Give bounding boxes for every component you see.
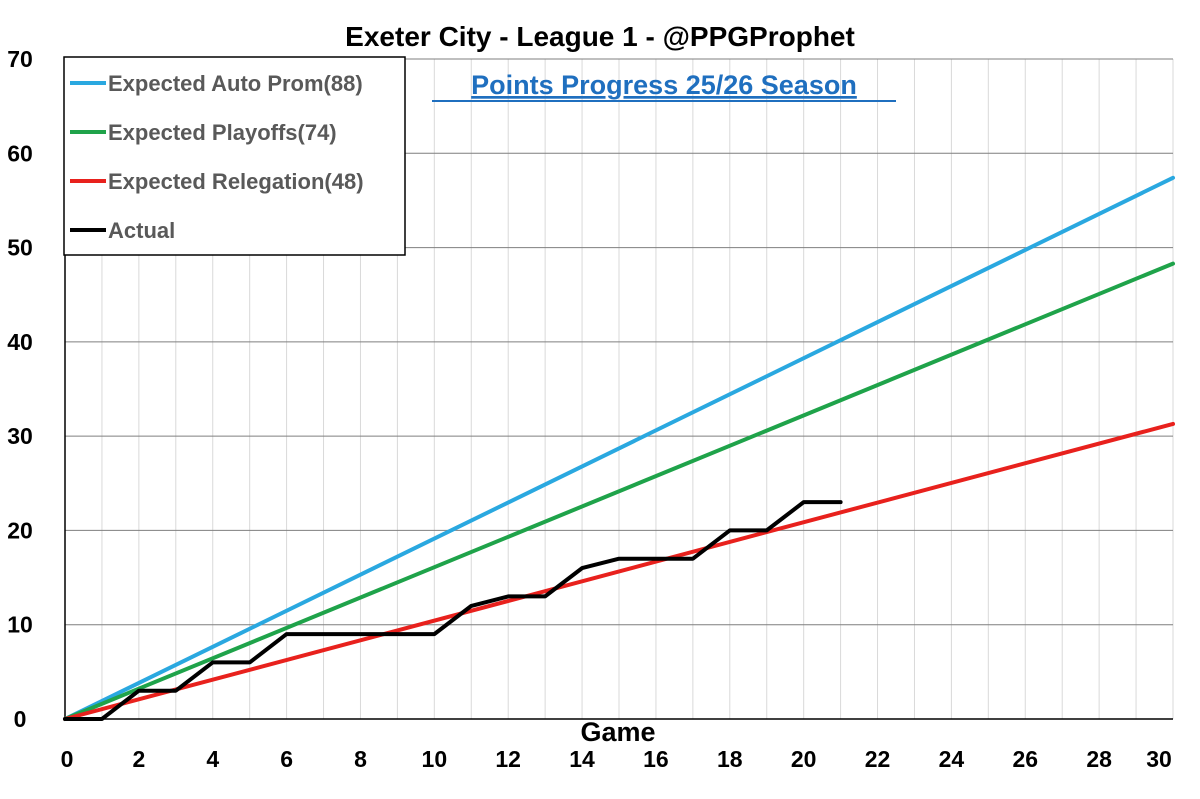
series-lines [63,175,1175,721]
x-tick-label: 8 [354,746,367,772]
x-tick-label: 24 [939,746,965,772]
series-line-expected-playoffs-74 [63,261,1175,721]
x-tick-label: 4 [206,746,219,772]
y-tick-label: 30 [7,423,33,449]
y-tick-label: 0 [14,706,27,732]
x-tick-label: 20 [791,746,817,772]
y-tick-label: 40 [7,329,33,355]
x-tick-label: 12 [495,746,521,772]
x-tick-label: 26 [1012,746,1038,772]
series-line-expected-relegation-48 [63,421,1175,721]
chart-title: Exeter City - League 1 - @PPGProphet [345,21,855,52]
y-tick-label: 70 [7,46,33,72]
x-tick-label: 30 [1146,746,1172,772]
x-axis-label: Game [580,717,655,747]
x-tick-label: 10 [422,746,448,772]
x-tick-label: 28 [1086,746,1112,772]
y-tick-label: 50 [7,235,33,261]
y-tick-label: 60 [7,140,33,166]
legend: Expected Auto Prom(88) Expected Playoffs(… [63,56,406,256]
x-tick-label: 18 [717,746,743,772]
legend-label: Expected Relegation(48) [108,169,364,194]
series-line-actual [63,500,843,721]
x-tick-label: 2 [132,746,145,772]
y-tick-label: 20 [7,517,33,543]
chart-subtitle: Points Progress 25/26 Season [471,70,857,100]
legend-box [63,56,406,256]
x-tick-label: 14 [569,746,595,772]
legend-label: Expected Auto Prom(88) [108,71,363,96]
x-tick-label: 16 [643,746,669,772]
legend-label: Expected Playoffs(74) [108,120,337,145]
x-tick-label: 6 [280,746,293,772]
series-line-expected-auto-prom-88 [63,175,1175,721]
x-tick-label: 22 [865,746,891,772]
legend-label: Actual [108,218,175,243]
y-tick-label: 10 [7,612,33,638]
x-tick-label: 0 [61,746,74,772]
